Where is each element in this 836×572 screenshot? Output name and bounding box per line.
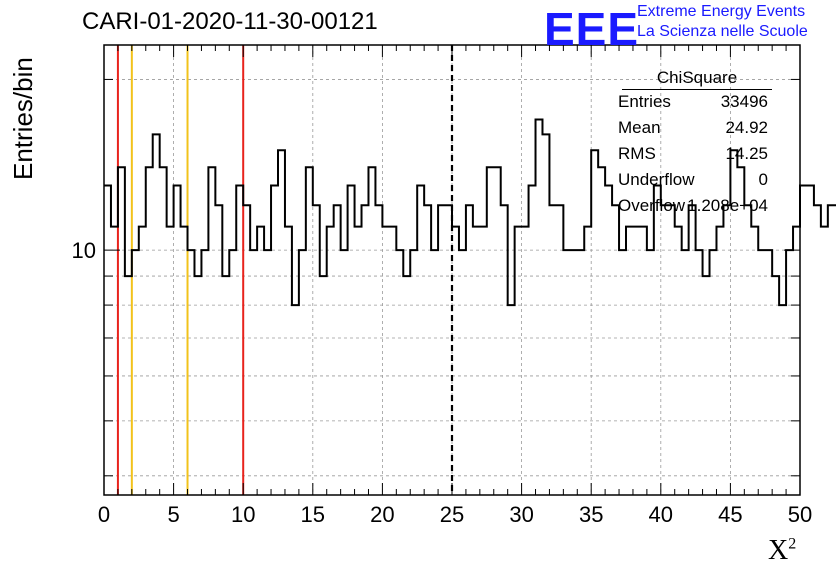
x-tick-label: 30 bbox=[509, 502, 533, 527]
stats-row-rms: RMS 14.25 bbox=[610, 142, 778, 168]
y-tick-label: 10 bbox=[72, 238, 96, 263]
histogram-series bbox=[104, 118, 836, 307]
run-title: CARI-01-2020-11-30-00121 bbox=[82, 8, 378, 35]
stats-row-underflow: Underflow 0 bbox=[610, 168, 778, 194]
x-tick-label: 15 bbox=[301, 502, 325, 527]
stats-key: Entries bbox=[618, 92, 671, 111]
stats-value: 0 bbox=[758, 170, 768, 189]
stats-key: Mean bbox=[618, 118, 661, 137]
x-tick-label: 45 bbox=[718, 502, 742, 527]
stats-value: 14.25 bbox=[725, 144, 768, 163]
x-axis-label: X2 bbox=[768, 535, 796, 567]
x-tick-label: 35 bbox=[579, 502, 603, 527]
logo-tagline-1: Extreme Energy Events bbox=[637, 3, 806, 20]
x-tick-label: 10 bbox=[231, 502, 255, 527]
x-axis-label-superscript: 2 bbox=[788, 535, 797, 553]
stats-key: Overflow bbox=[618, 196, 686, 215]
histogram-line bbox=[104, 118, 836, 307]
stats-title: ChiSquare bbox=[622, 68, 772, 90]
x-tick-label: 50 bbox=[788, 502, 812, 527]
stats-value: 1.208e+04 bbox=[687, 196, 768, 215]
stats-value: 33496 bbox=[720, 92, 768, 111]
x-tick-label: 20 bbox=[370, 502, 394, 527]
stats-box: ChiSquare Entries 33496 Mean 24.92 RMS 14.2… bbox=[610, 68, 778, 220]
stats-row-mean: Mean 24.92 bbox=[610, 116, 778, 142]
stats-row-entries: Entries 33496 bbox=[610, 90, 778, 116]
x-tick-label: 25 bbox=[440, 502, 464, 527]
vertical-markers bbox=[116, 45, 454, 495]
tick-labels: 0 5 10 15 20 25 30 35 40 45 50 10 bbox=[72, 238, 813, 527]
eee-logo: EEE bbox=[544, 3, 640, 55]
logo-tagline-2: La Scienza nelle Scuole bbox=[637, 23, 808, 40]
stats-value: 24.92 bbox=[725, 118, 768, 137]
stats-key: Underflow bbox=[618, 170, 695, 189]
x-tick-label: 5 bbox=[167, 502, 179, 527]
y-axis-label: Entries/bin bbox=[8, 57, 38, 180]
axis-ticks bbox=[103, 45, 801, 495]
stats-key: RMS bbox=[618, 144, 656, 163]
stats-row-overflow: Overflow 1.208e+04 bbox=[610, 194, 778, 220]
x-tick-label: 0 bbox=[98, 502, 110, 527]
x-tick-label: 40 bbox=[649, 502, 673, 527]
x-axis-label-base: X bbox=[768, 535, 789, 566]
